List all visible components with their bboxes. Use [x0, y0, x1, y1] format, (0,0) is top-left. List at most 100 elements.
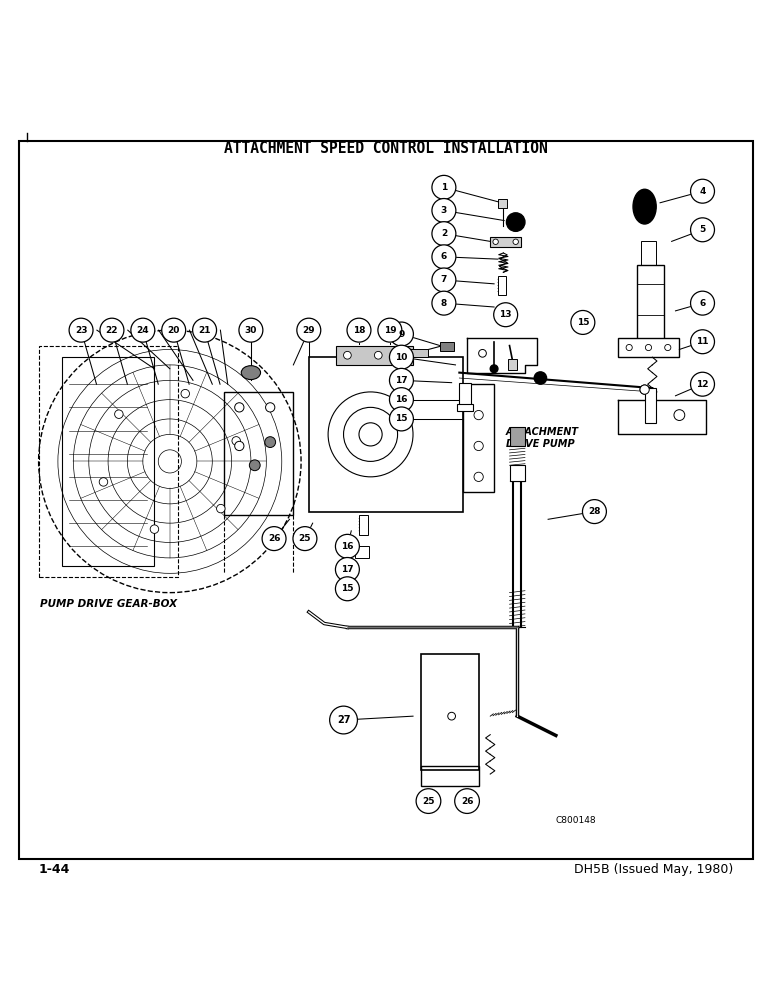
Circle shape	[181, 389, 189, 398]
Circle shape	[239, 318, 262, 342]
Bar	[510, 465, 525, 481]
Text: 11: 11	[696, 337, 709, 346]
Circle shape	[330, 706, 357, 734]
Circle shape	[690, 291, 714, 315]
Text: ATTACHMENT SPEED CONTROL INSTALLATION: ATTACHMENT SPEED CONTROL INSTALLATION	[224, 141, 548, 156]
Circle shape	[665, 344, 671, 351]
Circle shape	[114, 410, 123, 418]
Text: 9: 9	[398, 330, 405, 339]
Circle shape	[640, 385, 649, 394]
Circle shape	[690, 372, 714, 396]
Text: 4: 4	[699, 187, 706, 196]
Text: 17: 17	[395, 376, 408, 385]
Circle shape	[474, 441, 483, 451]
Ellipse shape	[633, 189, 656, 224]
Bar	[224, 392, 293, 515]
Circle shape	[296, 318, 321, 342]
Ellipse shape	[241, 366, 260, 380]
Text: 2: 2	[441, 229, 447, 238]
Text: 13: 13	[499, 310, 512, 319]
Bar	[359, 515, 368, 535]
FancyBboxPatch shape	[490, 237, 521, 247]
Text: PUMP DRIVE GEAR-BOX: PUMP DRIVE GEAR-BOX	[39, 599, 177, 609]
Bar	[645, 388, 656, 423]
Circle shape	[690, 179, 714, 203]
Text: 16: 16	[395, 395, 408, 404]
Circle shape	[534, 372, 547, 384]
Text: 15: 15	[577, 318, 589, 327]
Text: 25: 25	[299, 534, 311, 543]
Text: C800148: C800148	[556, 816, 597, 825]
Circle shape	[389, 368, 414, 392]
Bar	[457, 403, 473, 411]
Text: 17: 17	[341, 565, 354, 574]
Circle shape	[232, 437, 240, 445]
Circle shape	[69, 318, 93, 342]
Bar	[421, 766, 479, 786]
Circle shape	[100, 318, 124, 342]
Text: 22: 22	[106, 326, 118, 335]
Circle shape	[432, 268, 455, 292]
Text: 1: 1	[441, 183, 447, 192]
Circle shape	[416, 789, 441, 813]
Circle shape	[513, 239, 518, 244]
Text: 15: 15	[395, 414, 408, 423]
Circle shape	[344, 351, 351, 359]
Circle shape	[432, 222, 455, 246]
Circle shape	[626, 344, 632, 351]
Text: 27: 27	[337, 715, 350, 725]
Text: 10: 10	[395, 353, 408, 362]
Bar	[618, 338, 679, 357]
Circle shape	[448, 712, 455, 720]
Circle shape	[335, 534, 360, 558]
Circle shape	[192, 318, 216, 342]
Text: 20: 20	[168, 326, 180, 335]
Text: 24: 24	[137, 326, 149, 335]
Bar	[463, 384, 494, 492]
Circle shape	[582, 500, 607, 524]
Circle shape	[162, 318, 185, 342]
Circle shape	[493, 303, 517, 327]
Circle shape	[217, 504, 225, 513]
Circle shape	[645, 344, 652, 351]
Text: 28: 28	[588, 507, 601, 516]
Bar	[355, 546, 369, 558]
Circle shape	[571, 310, 595, 334]
Circle shape	[474, 410, 483, 420]
Bar	[62, 357, 154, 566]
Bar	[309, 357, 463, 512]
Circle shape	[235, 403, 244, 412]
Circle shape	[432, 175, 455, 199]
Circle shape	[690, 330, 714, 354]
Circle shape	[432, 199, 455, 222]
Text: 6: 6	[699, 299, 706, 308]
Text: 6: 6	[441, 252, 447, 261]
Circle shape	[389, 345, 414, 369]
Circle shape	[249, 460, 260, 471]
Circle shape	[432, 245, 455, 269]
Circle shape	[474, 472, 483, 481]
Circle shape	[389, 388, 414, 412]
Text: 25: 25	[422, 797, 435, 806]
Circle shape	[265, 437, 276, 448]
Text: 3: 3	[441, 206, 447, 215]
Text: 15: 15	[341, 584, 354, 593]
Bar	[440, 342, 454, 351]
Circle shape	[490, 365, 498, 373]
Circle shape	[690, 218, 714, 242]
Circle shape	[335, 558, 360, 581]
Text: 29: 29	[303, 326, 315, 335]
Circle shape	[293, 527, 317, 551]
Circle shape	[235, 441, 244, 451]
Circle shape	[432, 291, 455, 315]
Bar	[498, 199, 507, 208]
Bar	[508, 359, 517, 370]
Circle shape	[347, 318, 371, 342]
Text: 18: 18	[353, 326, 365, 335]
Bar	[641, 241, 656, 268]
Circle shape	[266, 403, 275, 412]
Text: 7: 7	[441, 275, 447, 284]
Text: 26: 26	[461, 797, 473, 806]
Circle shape	[389, 322, 414, 346]
Circle shape	[100, 478, 108, 486]
